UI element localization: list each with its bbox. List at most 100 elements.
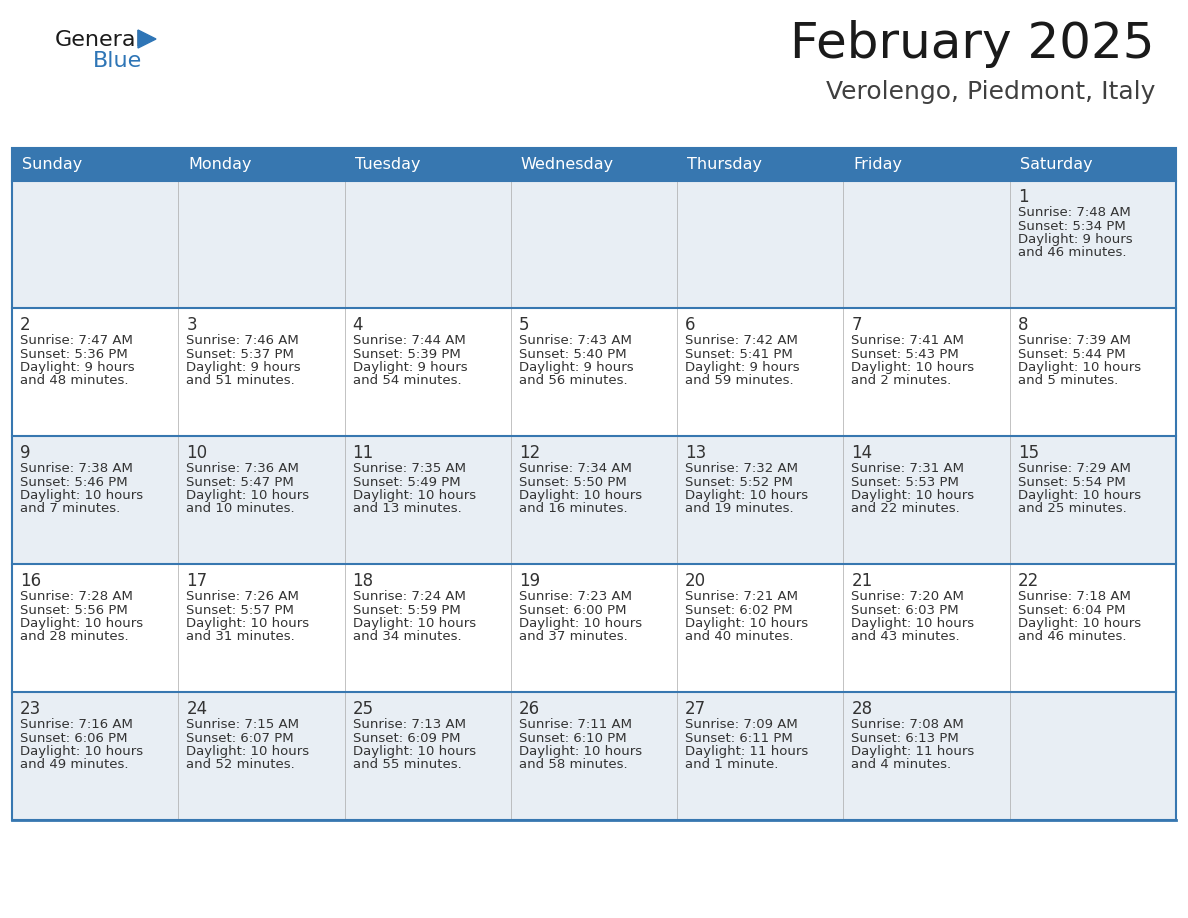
Text: Sunrise: 7:21 AM: Sunrise: 7:21 AM [685, 590, 798, 603]
Text: 1: 1 [1018, 188, 1029, 206]
Text: and 34 minutes.: and 34 minutes. [353, 631, 461, 644]
Text: 27: 27 [685, 700, 707, 718]
Text: Daylight: 10 hours: Daylight: 10 hours [353, 617, 475, 630]
Text: and 51 minutes.: and 51 minutes. [187, 375, 295, 387]
Text: 21: 21 [852, 572, 873, 590]
Text: Sunrise: 7:38 AM: Sunrise: 7:38 AM [20, 462, 133, 475]
Text: Blue: Blue [93, 51, 143, 71]
Text: Daylight: 9 hours: Daylight: 9 hours [353, 361, 467, 374]
Text: and 54 minutes.: and 54 minutes. [353, 375, 461, 387]
Text: and 48 minutes.: and 48 minutes. [20, 375, 128, 387]
Text: Daylight: 10 hours: Daylight: 10 hours [187, 745, 309, 758]
Bar [12, 308, 1176, 436]
Text: Daylight: 10 hours: Daylight: 10 hours [685, 489, 808, 502]
Text: 7: 7 [852, 316, 862, 334]
Text: Sunset: 5:40 PM: Sunset: 5:40 PM [519, 348, 626, 361]
Text: and 56 minutes.: and 56 minutes. [519, 375, 627, 387]
Text: 4: 4 [353, 316, 364, 334]
Text: Sunrise: 7:42 AM: Sunrise: 7:42 AM [685, 334, 798, 347]
Text: 18: 18 [353, 572, 374, 590]
Text: and 37 minutes.: and 37 minutes. [519, 631, 627, 644]
Text: Daylight: 10 hours: Daylight: 10 hours [519, 617, 642, 630]
Text: Tuesday: Tuesday [354, 156, 421, 172]
Text: Sunrise: 7:48 AM: Sunrise: 7:48 AM [1018, 206, 1131, 219]
Text: Monday: Monday [188, 156, 252, 172]
Text: Daylight: 11 hours: Daylight: 11 hours [852, 745, 974, 758]
Text: and 43 minutes.: and 43 minutes. [852, 631, 960, 644]
Text: Sunrise: 7:36 AM: Sunrise: 7:36 AM [187, 462, 299, 475]
Bar [1010, 148, 1176, 180]
Text: Daylight: 9 hours: Daylight: 9 hours [187, 361, 301, 374]
Bar [345, 148, 511, 180]
Text: Sunset: 5:46 PM: Sunset: 5:46 PM [20, 476, 127, 488]
Text: Sunset: 5:43 PM: Sunset: 5:43 PM [852, 348, 959, 361]
Text: Sunrise: 7:35 AM: Sunrise: 7:35 AM [353, 462, 466, 475]
Text: Sunrise: 7:08 AM: Sunrise: 7:08 AM [852, 718, 965, 731]
Text: Sunrise: 7:43 AM: Sunrise: 7:43 AM [519, 334, 632, 347]
Text: and 16 minutes.: and 16 minutes. [519, 502, 627, 516]
Text: Sunrise: 7:09 AM: Sunrise: 7:09 AM [685, 718, 798, 731]
Text: Sunset: 5:49 PM: Sunset: 5:49 PM [353, 476, 460, 488]
Text: Friday: Friday [853, 156, 903, 172]
Text: Daylight: 10 hours: Daylight: 10 hours [187, 489, 309, 502]
Text: Daylight: 10 hours: Daylight: 10 hours [852, 361, 974, 374]
Text: Daylight: 10 hours: Daylight: 10 hours [20, 745, 143, 758]
Text: and 25 minutes.: and 25 minutes. [1018, 502, 1126, 516]
Text: Sunset: 6:03 PM: Sunset: 6:03 PM [852, 603, 959, 617]
Text: General: General [55, 30, 143, 50]
Text: and 55 minutes.: and 55 minutes. [353, 758, 461, 771]
Text: Daylight: 10 hours: Daylight: 10 hours [519, 745, 642, 758]
Text: 14: 14 [852, 444, 872, 462]
Text: Daylight: 10 hours: Daylight: 10 hours [1018, 489, 1140, 502]
Text: and 40 minutes.: and 40 minutes. [685, 631, 794, 644]
Text: and 46 minutes.: and 46 minutes. [1018, 247, 1126, 260]
Bar [12, 692, 1176, 820]
Bar [511, 148, 677, 180]
Text: and 4 minutes.: and 4 minutes. [852, 758, 952, 771]
Text: Sunset: 6:13 PM: Sunset: 6:13 PM [852, 732, 959, 744]
Text: Daylight: 9 hours: Daylight: 9 hours [519, 361, 633, 374]
Text: Sunrise: 7:31 AM: Sunrise: 7:31 AM [852, 462, 965, 475]
Text: Sunset: 5:41 PM: Sunset: 5:41 PM [685, 348, 792, 361]
Text: Sunset: 6:09 PM: Sunset: 6:09 PM [353, 732, 460, 744]
Text: Sunrise: 7:44 AM: Sunrise: 7:44 AM [353, 334, 466, 347]
Text: 25: 25 [353, 700, 374, 718]
Text: Daylight: 10 hours: Daylight: 10 hours [353, 745, 475, 758]
Text: Sunset: 6:10 PM: Sunset: 6:10 PM [519, 732, 626, 744]
Text: Sunset: 6:02 PM: Sunset: 6:02 PM [685, 603, 792, 617]
Text: 15: 15 [1018, 444, 1038, 462]
Text: Saturday: Saturday [1019, 156, 1092, 172]
Text: 24: 24 [187, 700, 208, 718]
Text: Daylight: 11 hours: Daylight: 11 hours [685, 745, 808, 758]
Text: Sunrise: 7:16 AM: Sunrise: 7:16 AM [20, 718, 133, 731]
Text: 28: 28 [852, 700, 872, 718]
Text: 26: 26 [519, 700, 541, 718]
Text: Sunrise: 7:34 AM: Sunrise: 7:34 AM [519, 462, 632, 475]
Text: Daylight: 10 hours: Daylight: 10 hours [20, 489, 143, 502]
Text: Sunset: 5:50 PM: Sunset: 5:50 PM [519, 476, 626, 488]
Text: Daylight: 10 hours: Daylight: 10 hours [353, 489, 475, 502]
Text: Sunset: 5:47 PM: Sunset: 5:47 PM [187, 476, 295, 488]
Text: and 28 minutes.: and 28 minutes. [20, 631, 128, 644]
Text: Sunset: 5:36 PM: Sunset: 5:36 PM [20, 348, 128, 361]
Text: Sunrise: 7:11 AM: Sunrise: 7:11 AM [519, 718, 632, 731]
Text: and 22 minutes.: and 22 minutes. [852, 502, 960, 516]
Text: Daylight: 10 hours: Daylight: 10 hours [519, 489, 642, 502]
Text: Thursday: Thursday [687, 156, 763, 172]
Bar [178, 148, 345, 180]
Text: 2: 2 [20, 316, 31, 334]
Text: Sunset: 5:44 PM: Sunset: 5:44 PM [1018, 348, 1125, 361]
Text: 19: 19 [519, 572, 541, 590]
Text: and 58 minutes.: and 58 minutes. [519, 758, 627, 771]
Text: and 59 minutes.: and 59 minutes. [685, 375, 794, 387]
Text: Sunrise: 7:47 AM: Sunrise: 7:47 AM [20, 334, 133, 347]
Text: Daylight: 9 hours: Daylight: 9 hours [1018, 233, 1132, 246]
Bar [843, 148, 1010, 180]
Text: 10: 10 [187, 444, 208, 462]
Text: and 2 minutes.: and 2 minutes. [852, 375, 952, 387]
Text: and 19 minutes.: and 19 minutes. [685, 502, 794, 516]
Text: and 52 minutes.: and 52 minutes. [187, 758, 295, 771]
Text: Sunrise: 7:28 AM: Sunrise: 7:28 AM [20, 590, 133, 603]
Text: Sunrise: 7:18 AM: Sunrise: 7:18 AM [1018, 590, 1131, 603]
Text: and 13 minutes.: and 13 minutes. [353, 502, 461, 516]
